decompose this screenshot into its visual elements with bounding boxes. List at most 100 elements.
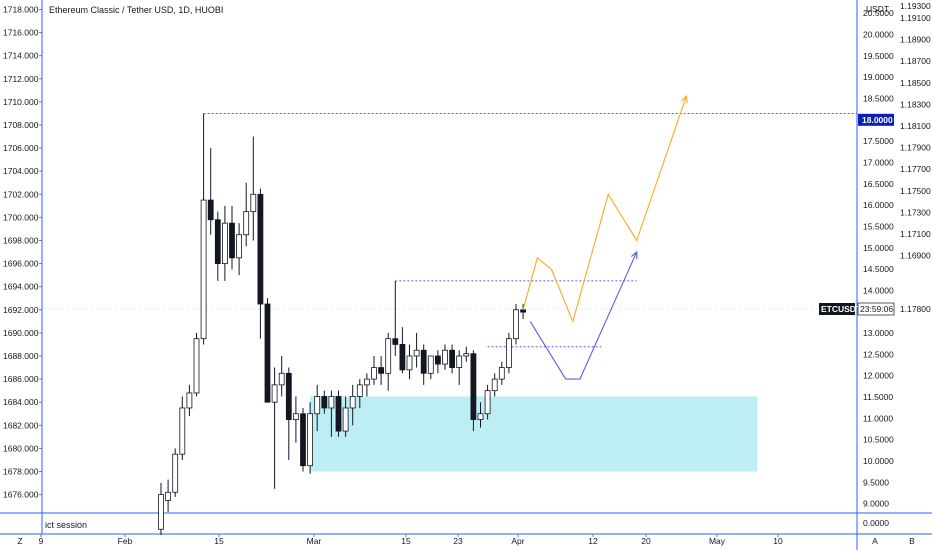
candle-body-up xyxy=(456,355,463,368)
candle-body-down xyxy=(214,219,221,265)
right-axis-2-tick: 1.17100 xyxy=(900,229,931,239)
projection-orange xyxy=(522,95,687,324)
left-axis-tick: 1686.000 xyxy=(3,374,39,384)
candle xyxy=(321,390,328,414)
candle-body-down xyxy=(321,396,328,409)
left-axis-tick: 1704.000 xyxy=(3,166,39,176)
candle xyxy=(250,136,257,241)
demand-zone xyxy=(310,396,758,472)
left-axis-tick: 1700.000 xyxy=(3,212,39,222)
candle-body-up xyxy=(513,309,519,340)
candle xyxy=(420,344,427,385)
candle-body-up xyxy=(505,338,512,368)
candle xyxy=(449,344,456,374)
right-axis-1-tick: 16.5000 xyxy=(863,179,894,189)
candle-body-up xyxy=(363,378,370,386)
candle xyxy=(371,356,377,385)
candle xyxy=(463,346,470,362)
candle xyxy=(434,350,441,374)
right-axis-1-tick: 16.0000 xyxy=(863,200,894,210)
candle-body-up xyxy=(371,367,377,380)
candle xyxy=(356,379,363,408)
x-axis-tick: 15 xyxy=(214,536,224,546)
left-axis-tick: 1708.000 xyxy=(3,120,39,130)
right-axis-1-tick: 17.0000 xyxy=(863,157,894,167)
candle-body-up xyxy=(498,367,505,380)
candle-body-up xyxy=(328,396,335,409)
candle xyxy=(214,211,221,281)
right-axis-1-tick: 12.5000 xyxy=(863,349,894,359)
candle xyxy=(477,402,484,428)
axes: 1718.000 1716.000 1714.000 1712.000 1710.000… xyxy=(3,0,931,546)
candle-body-up xyxy=(484,390,491,415)
candle-body-up xyxy=(314,396,321,415)
countdown-badge xyxy=(857,302,895,316)
demand-zone-box xyxy=(310,396,758,472)
candle-body-up xyxy=(463,353,470,357)
candle xyxy=(427,355,434,380)
left-axis-tick: 1688.000 xyxy=(3,351,39,361)
candle-body-up xyxy=(442,349,448,365)
candle xyxy=(172,448,179,497)
left-axis-tick: 1706.000 xyxy=(3,143,39,153)
candle xyxy=(292,396,299,443)
candle-body-up xyxy=(236,234,243,259)
candle-body-up xyxy=(413,349,420,357)
left-axis-tick: 1712.000 xyxy=(3,74,39,84)
candle xyxy=(484,384,491,420)
candle-body-up xyxy=(349,396,356,409)
candle-body-down xyxy=(420,349,427,374)
candle-body-up xyxy=(356,384,363,397)
right-axis-1-tick: 9.5000 xyxy=(863,477,889,487)
candle-body-up xyxy=(292,413,299,420)
right-axis-2-tick: 1.18900 xyxy=(900,35,931,45)
right-axis-2-tick: 1.17500 xyxy=(900,186,931,196)
candle-body-down xyxy=(207,199,214,221)
candle-body-up xyxy=(491,378,498,392)
candlesticks xyxy=(158,113,526,536)
candle-body-up xyxy=(243,211,250,236)
right-axis-1-tick: 15.5000 xyxy=(863,221,894,231)
candle xyxy=(200,113,207,345)
candle xyxy=(385,332,392,391)
chart-title: Ethereum Classic / Tether USD, 1D, HUOBI xyxy=(49,5,224,15)
right-axis-2-tick: 1.18300 xyxy=(900,99,931,109)
last-price-label: 1.17800 xyxy=(900,304,931,314)
right-axis-1-tick: 9.0000 xyxy=(863,499,889,509)
right-axis-1-tick: 10.0000 xyxy=(863,456,894,466)
candle-body-down xyxy=(392,338,399,345)
right-axis-1-tick: 14.0000 xyxy=(863,285,894,295)
left-axis-tick: 1702.000 xyxy=(3,189,39,199)
countdown-label: 23:59:06 xyxy=(860,304,893,314)
right-axis-1-tick: 0.0000 xyxy=(863,518,889,528)
right-axis-1-tick: 15.0000 xyxy=(863,243,894,253)
candle xyxy=(399,327,406,374)
candle-body-up xyxy=(477,413,484,420)
x-axis-tick: 9 xyxy=(39,536,44,546)
candle-body-up xyxy=(250,193,257,213)
candle xyxy=(498,361,505,385)
session-indicator-label[interactable]: ict session xyxy=(45,520,88,530)
candle xyxy=(158,483,164,536)
candle xyxy=(285,367,292,460)
right-axis-1-tick: 20.5000 xyxy=(863,8,894,18)
candle xyxy=(491,373,498,397)
right-axis-2-tick: 1.18100 xyxy=(900,121,931,131)
left-axis-tick: 1718.000 xyxy=(3,5,39,15)
symbol-badge xyxy=(819,303,855,315)
right-axis-1-tick: 14.5000 xyxy=(863,264,894,274)
candle-body-up xyxy=(165,491,172,501)
projection-orange-arrowhead xyxy=(681,94,688,104)
candle xyxy=(392,280,399,356)
level-lines xyxy=(203,112,857,348)
candle xyxy=(342,396,349,437)
right-axis-1-tick: 20.0000 xyxy=(863,30,894,40)
candle xyxy=(349,384,356,426)
right-axis-1-tick: 19.5000 xyxy=(863,51,894,61)
candle-body-up xyxy=(427,355,434,374)
candle-body-up xyxy=(406,355,413,371)
left-axis-tick: 1680.000 xyxy=(3,443,39,453)
candle xyxy=(413,332,420,368)
left-axis-tick: 1676.000 xyxy=(3,490,39,500)
